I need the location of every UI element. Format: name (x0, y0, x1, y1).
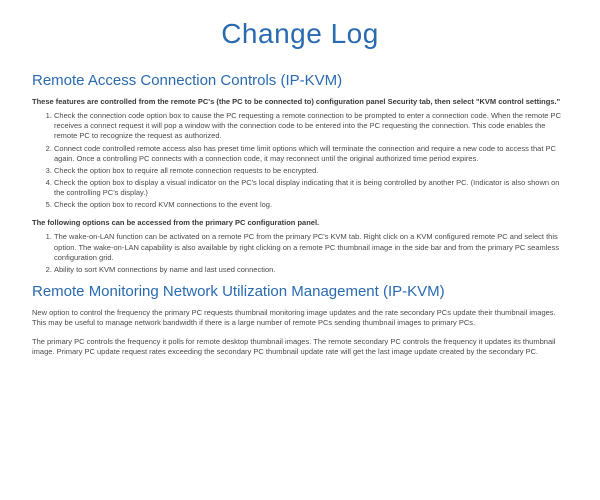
section1-intro: These features are controlled from the r… (32, 97, 568, 107)
list-item: Check the connection code option box to … (54, 111, 568, 141)
section1-intro2: The following options can be accessed fr… (32, 218, 568, 228)
list-item: Connect code controlled remote access al… (54, 144, 568, 164)
page-title: Change Log (32, 18, 568, 50)
list-item: The wake-on-LAN function can be activate… (54, 232, 568, 262)
section2-para1: New option to control the frequency the … (32, 308, 568, 329)
list-item: Ability to sort KVM connections by name … (54, 265, 568, 275)
section1-list2: The wake-on-LAN function can be activate… (32, 232, 568, 275)
section-heading-remote-monitoring: Remote Monitoring Network Utilization Ma… (32, 283, 568, 300)
list-item: Check the option box to display a visual… (54, 178, 568, 198)
list-item: Check the option box to require all remo… (54, 166, 568, 176)
section1-list: Check the connection code option box to … (32, 111, 568, 210)
section2-para2: The primary PC controls the frequency it… (32, 337, 568, 358)
section-heading-remote-access: Remote Access Connection Controls (IP-KV… (32, 72, 568, 89)
list-item: Check the option box to record KVM conne… (54, 200, 568, 210)
